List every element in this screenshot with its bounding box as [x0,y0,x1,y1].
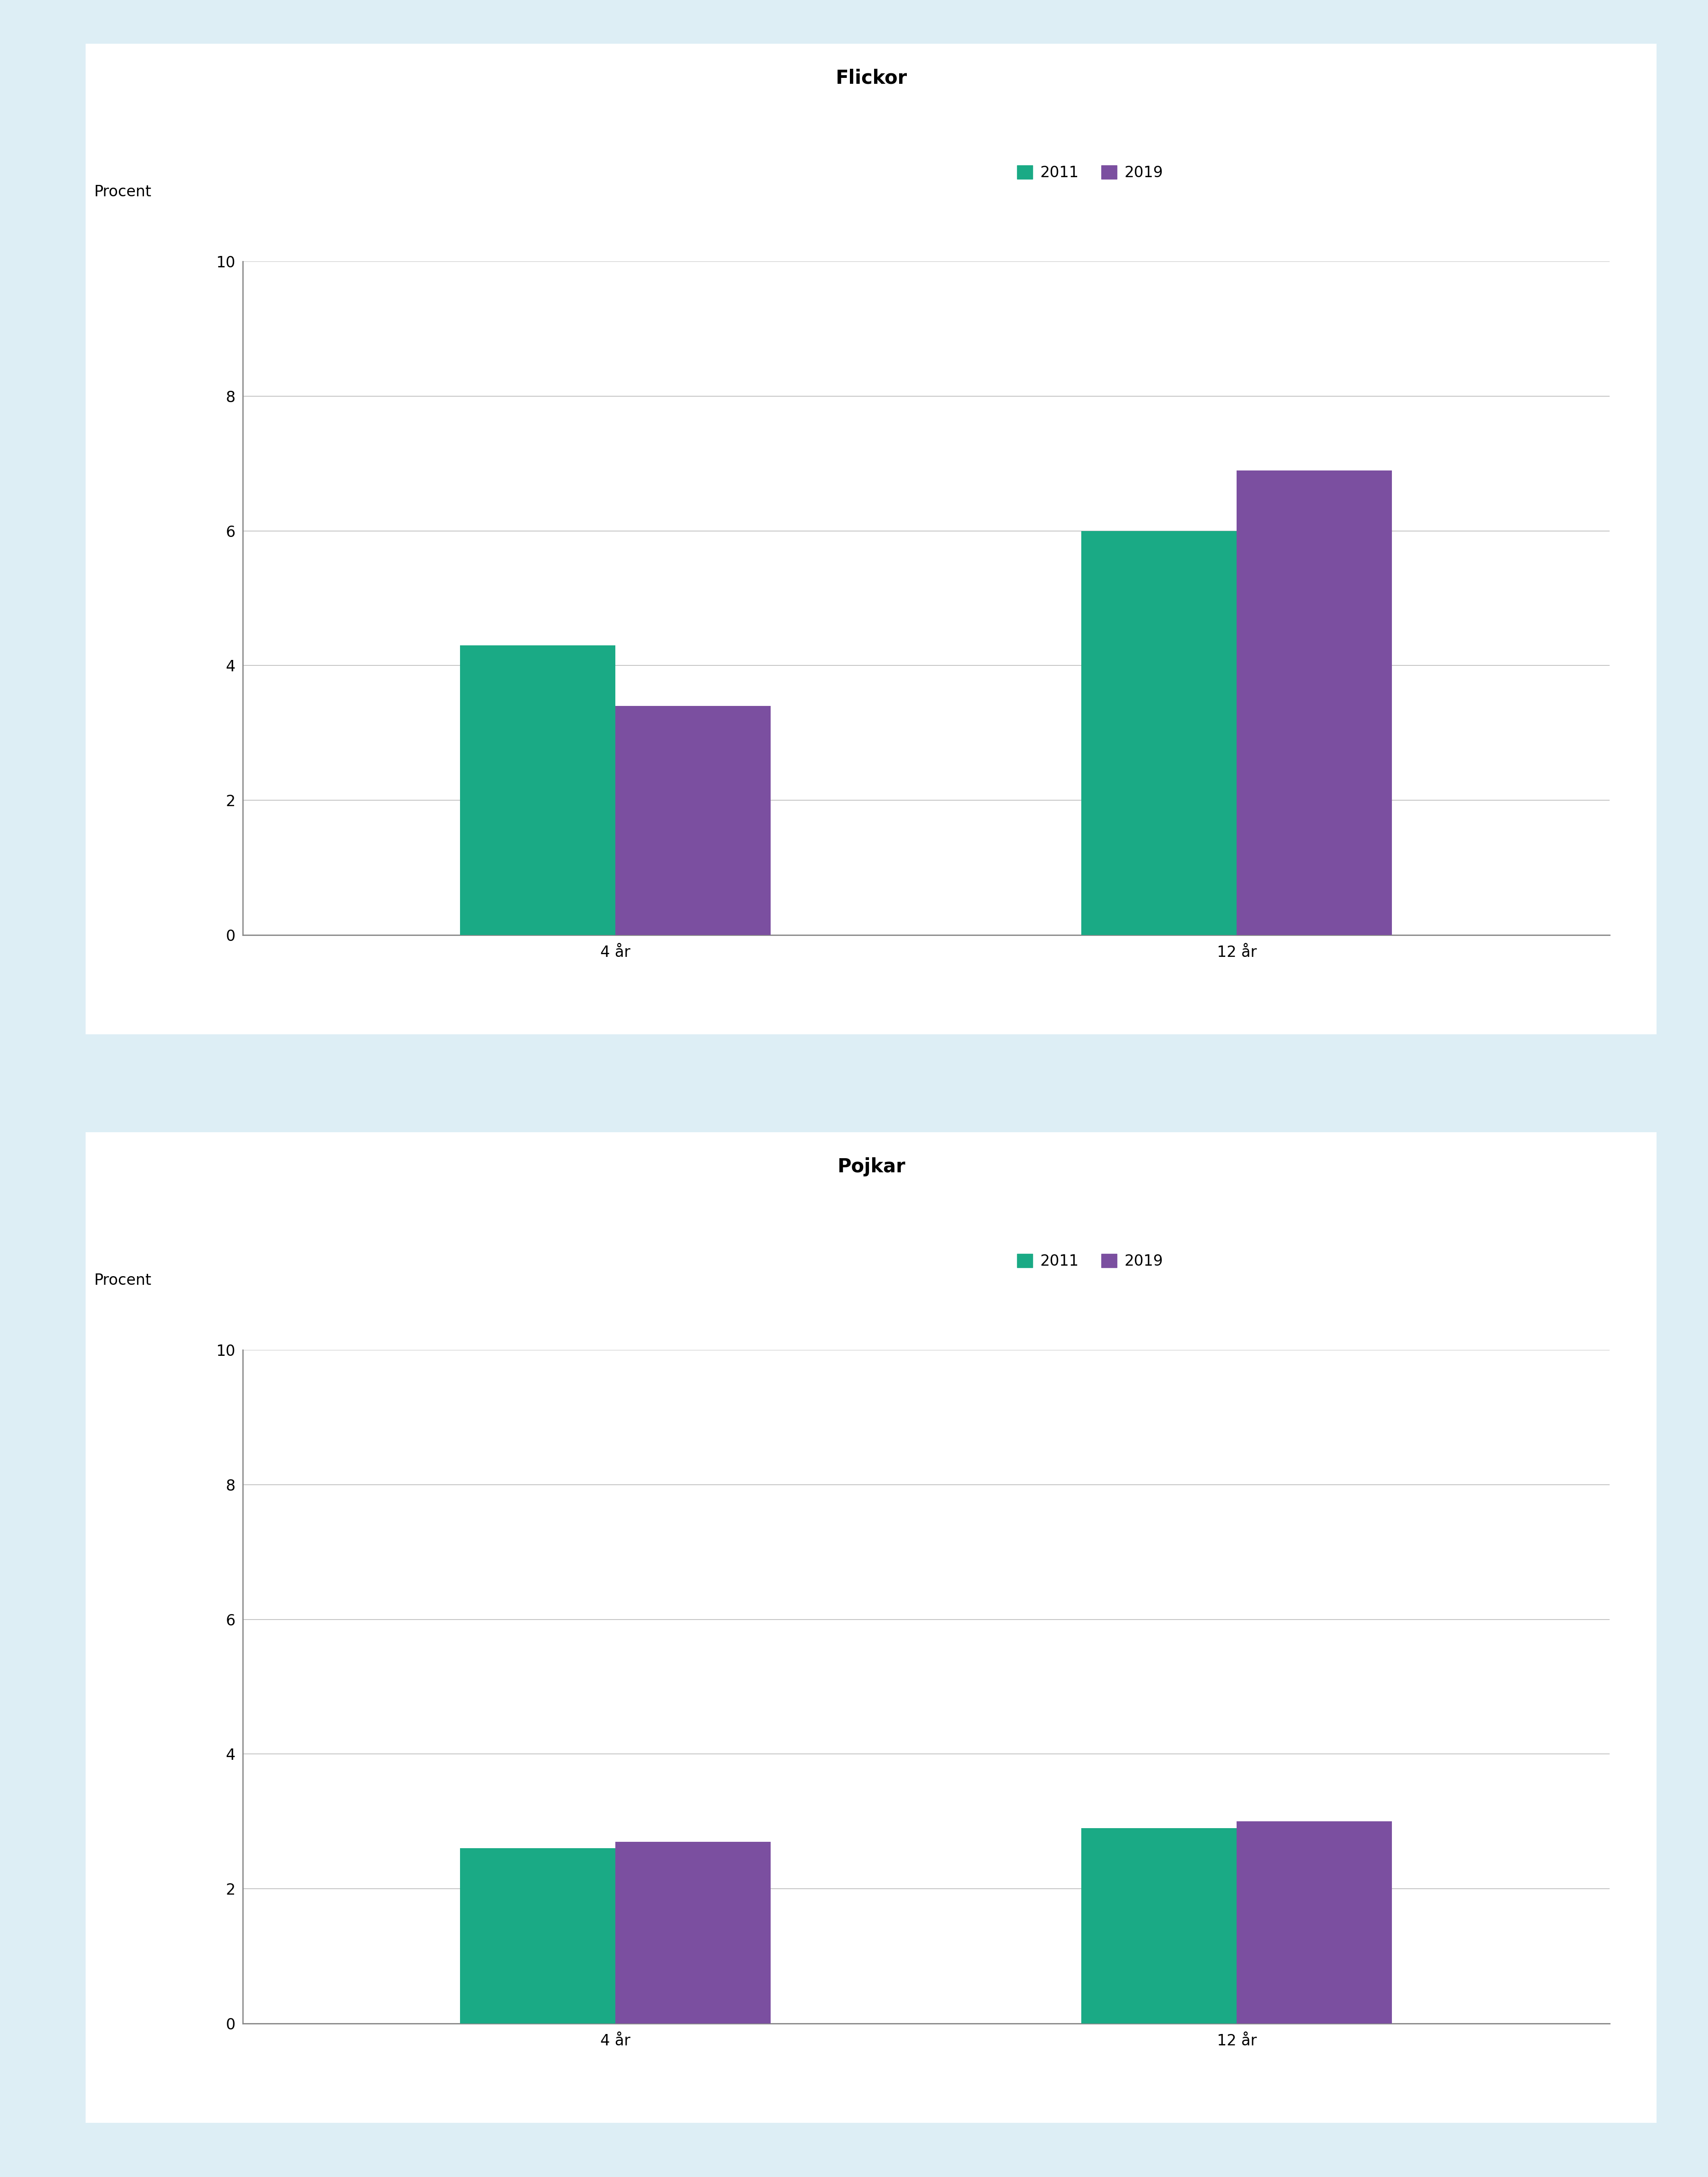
Bar [459,644,615,936]
Bar [459,1848,615,2025]
Legend: 2011, 2019: 2011, 2019 [1018,165,1163,181]
Text: Pojkar: Pojkar [837,1158,905,1176]
Bar [1237,470,1392,936]
Bar [1081,531,1237,936]
Bar [1081,1829,1237,2025]
Legend: 2011, 2019: 2011, 2019 [1018,1254,1163,1269]
Text: Procent: Procent [94,1274,152,1289]
Bar [1237,1822,1392,2025]
Text: Procent: Procent [94,185,152,200]
Text: Flickor: Flickor [835,70,907,87]
Bar [615,1842,770,2025]
Bar [615,705,770,936]
